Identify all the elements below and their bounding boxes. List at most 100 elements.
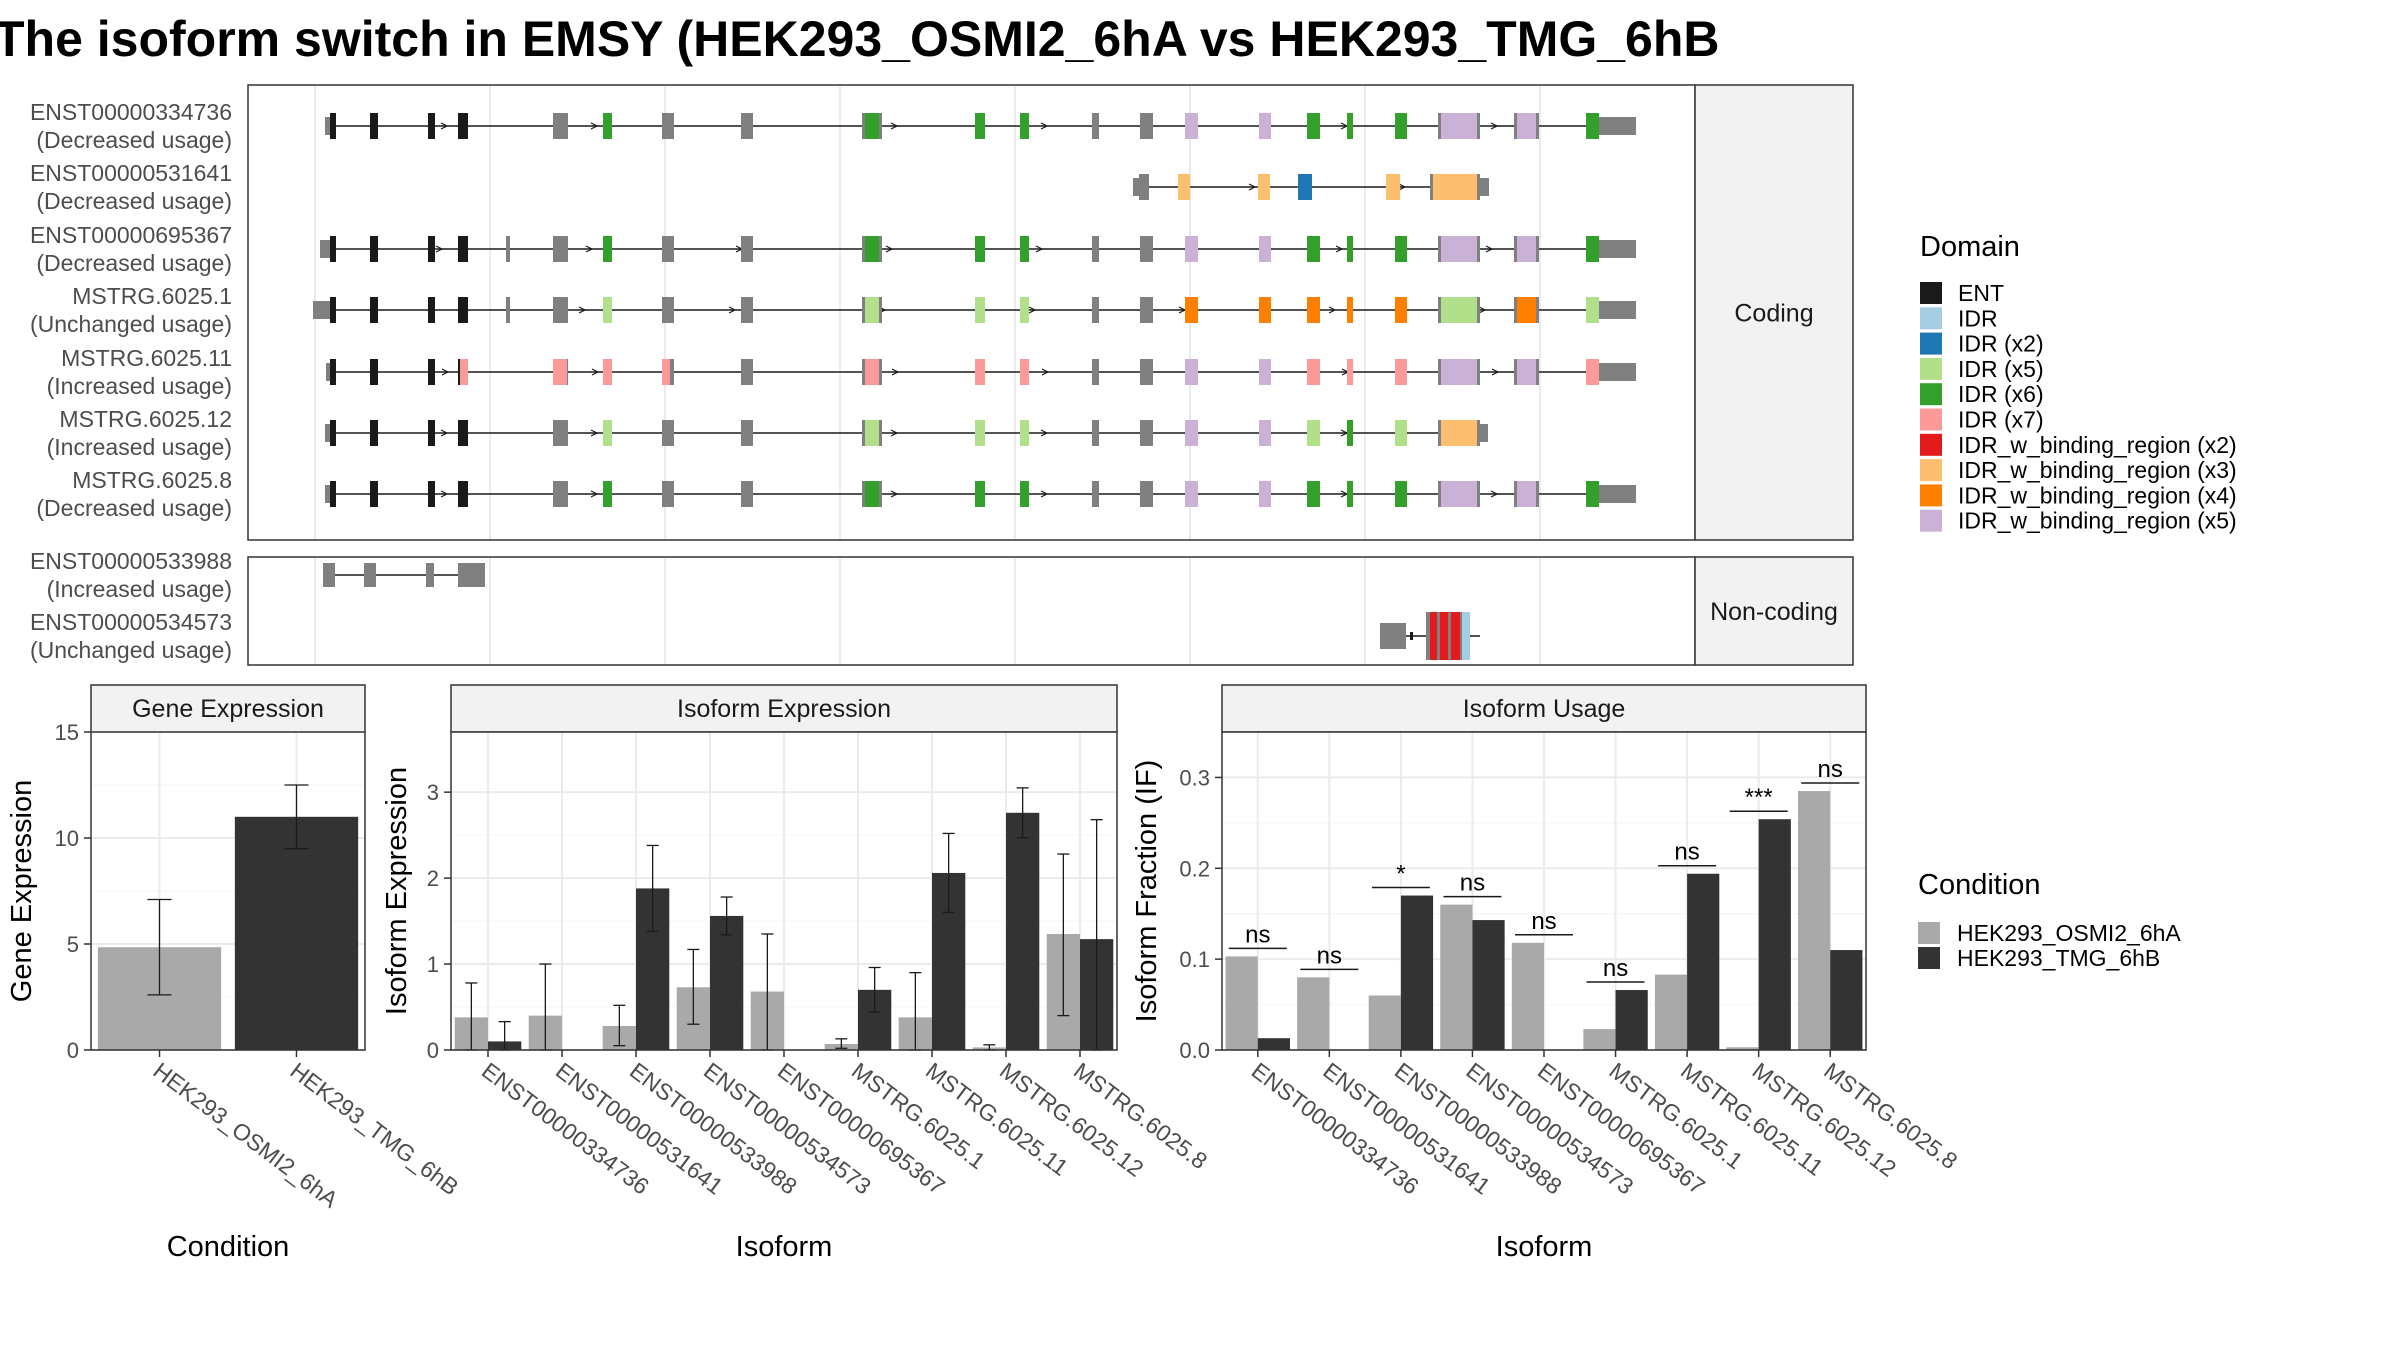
y-tick-label: 0.2 [1179, 856, 1210, 881]
condition-legend-label: HEK293_OSMI2_6hA [1957, 920, 2181, 946]
significance-label: *** [1745, 784, 1773, 811]
strand-arrow [1040, 490, 1049, 498]
utr-block [1480, 424, 1488, 442]
transcript-usage-label: (Increased usage) [47, 373, 232, 399]
gene-expression-chart-frame [90, 731, 366, 1051]
domain-block [458, 420, 468, 446]
bar [1006, 812, 1040, 1050]
strand-arrow [891, 368, 900, 376]
strand-arrow [1028, 306, 1037, 314]
domain-block [460, 359, 468, 385]
domain-legend-title: Domain [1920, 231, 2020, 263]
domain-block [330, 481, 336, 507]
domain-block [428, 481, 435, 507]
y-tick-label: 5 [67, 932, 79, 957]
domain-block [458, 481, 468, 507]
domain-block [1517, 113, 1536, 139]
domain-block [975, 420, 985, 446]
exon-block [741, 236, 753, 262]
domain-legend-label: IDR_w_binding_region (x4) [1958, 482, 2237, 508]
condition-legend-key [1918, 947, 1940, 969]
bar [1257, 1038, 1290, 1050]
domain-block [1185, 236, 1198, 262]
domain-block [865, 359, 879, 385]
domain-legend-key [1920, 433, 1942, 456]
bar [1472, 920, 1505, 1050]
domain-block [1441, 420, 1477, 446]
transcript-usage-label: (Increased usage) [47, 434, 232, 460]
exon-block [741, 113, 753, 139]
domain-block [1462, 612, 1470, 660]
strand-arrow [435, 245, 444, 253]
domain-block [370, 297, 378, 323]
domain-block [1586, 359, 1599, 385]
domain-block [1185, 297, 1198, 323]
strand-arrow [440, 122, 449, 130]
domain-block [1259, 236, 1271, 262]
domain-block [458, 236, 468, 262]
domain-block [975, 236, 985, 262]
strand-arrow [1335, 245, 1344, 253]
domain-block [1395, 359, 1407, 385]
domain-block [1586, 113, 1599, 139]
significance-label: ns [1674, 839, 1699, 866]
strand-arrow [1485, 245, 1494, 253]
domain-block [975, 359, 985, 385]
strand-arrow [590, 122, 599, 130]
domain-block [603, 481, 612, 507]
transcript-id-label: ENST00000534573 [30, 609, 232, 635]
utr-block [1599, 485, 1636, 503]
strand-arrow [890, 429, 899, 437]
domain-legend-label: IDR [1958, 305, 1998, 331]
domain-block [1020, 236, 1029, 262]
domain-block [1395, 481, 1407, 507]
y-tick-label: 10 [55, 826, 79, 851]
exon-block [662, 297, 674, 323]
domain-block [1586, 297, 1599, 323]
exon-block [506, 236, 510, 262]
domain-block [330, 420, 336, 446]
exon-block [1092, 297, 1099, 323]
transcript-id-label: MSTRG.6025.8 [72, 467, 232, 493]
exon-block [1140, 359, 1153, 385]
utr-block [1599, 363, 1636, 381]
exon-block [1410, 632, 1413, 640]
exon-block [553, 481, 568, 507]
domain-block [1347, 236, 1353, 262]
bar [1511, 942, 1544, 1050]
exon-block [1380, 623, 1406, 649]
bar [710, 915, 744, 1050]
domain-block [370, 481, 378, 507]
domain-block [1441, 359, 1477, 385]
strand-arrow [1478, 306, 1487, 314]
domain-block [1020, 113, 1029, 139]
utr-block [1133, 178, 1141, 196]
domain-block [1430, 612, 1460, 660]
isoform-expression-chart: Isoform Expression0123ENST00000334736ENS… [381, 684, 1212, 1263]
domain-block [603, 359, 612, 385]
exon-block [741, 359, 753, 385]
exon-block [741, 420, 753, 446]
isoform-expression-chart-x-axis-title: Isoform [736, 1231, 833, 1263]
domain-block [1517, 297, 1536, 323]
utr-block [325, 485, 333, 503]
bar [1400, 895, 1434, 1050]
significance-label: ns [1245, 921, 1270, 948]
y-tick-label: 2 [427, 866, 439, 891]
domain-block [975, 113, 985, 139]
domain-legend-key [1920, 408, 1942, 431]
domain-block [1441, 113, 1477, 139]
domain-block [1258, 174, 1270, 200]
domain-block [428, 113, 435, 139]
strand-arrow [441, 368, 450, 376]
domain-block [865, 420, 879, 446]
y-tick-label: 0 [427, 1038, 439, 1063]
transcript-id-label: ENST00000533988 [30, 548, 232, 574]
exon-block [553, 113, 568, 139]
significance-label: ns [1317, 942, 1342, 969]
utr-block [1480, 178, 1489, 196]
domain-block [1178, 174, 1190, 200]
bar [234, 816, 359, 1050]
exon-block [1092, 420, 1099, 446]
domain-block [1185, 359, 1198, 385]
